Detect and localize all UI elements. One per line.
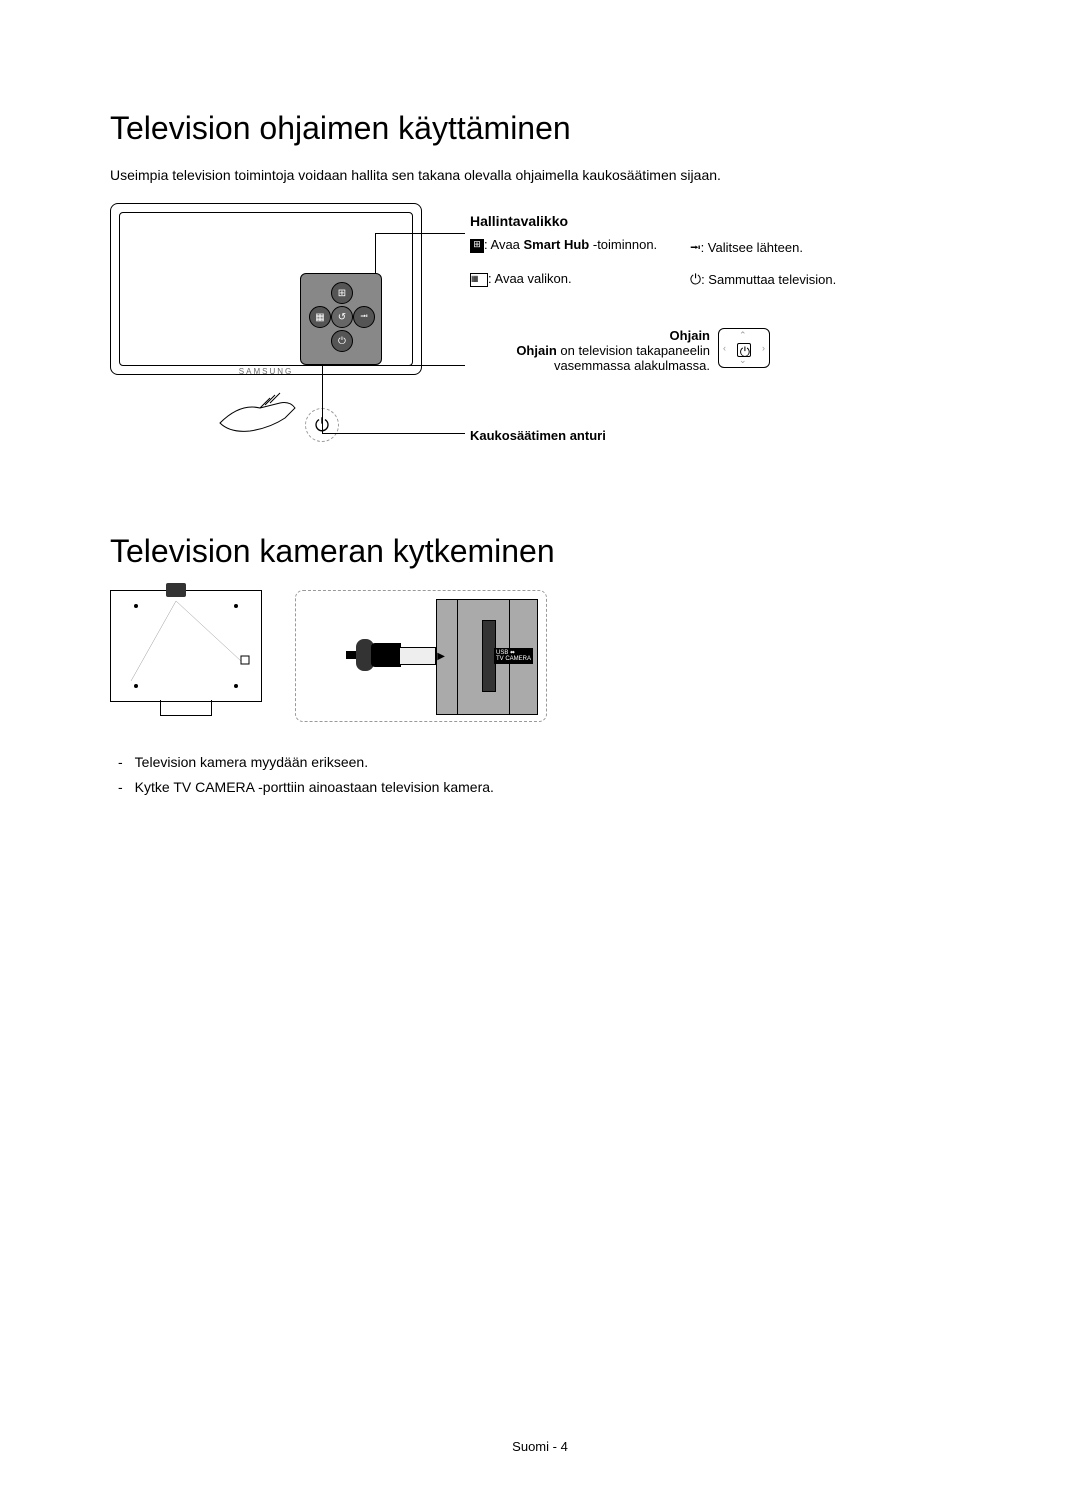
power-icon: ⏻ — [331, 330, 353, 352]
note-1: Television kamera myydään erikseen. — [110, 750, 970, 775]
return-icon: ↺ — [331, 306, 353, 328]
menu-item-menu: ▦: Avaa valikon. — [470, 271, 690, 288]
usb-detail-box: USB ⬌TV CAMERA ▶ — [295, 590, 547, 722]
remote-sensor-label: Kaukosäätimen anturi — [470, 428, 606, 443]
smarthub-icon: ⊞ — [331, 282, 353, 304]
menu-item-smarthub: ⊞: Avaa Smart Hub -toiminnon. — [470, 237, 690, 261]
controller-mini-icon: ⌃ ‹ ⏻ › ⌄ — [718, 328, 770, 368]
tv-back-outline — [110, 590, 262, 702]
page-footer: Suomi - 4 — [0, 1439, 1080, 1454]
note-2: Kytke TV CAMERA -porttiin ainoastaan tel… — [110, 775, 970, 800]
control-pad: ⊞ ▦ ↺ ⭲ ⏻ — [300, 273, 382, 365]
page-title: Television ohjaimen käyttäminen — [110, 110, 970, 147]
menu-item-power: ⏻: Sammuttaa television. — [690, 271, 890, 288]
intro-text: Useimpia television toimintoja voidaan h… — [110, 167, 970, 183]
usb-plug: ▶ — [399, 647, 436, 665]
notes-list: Television kamera myydään erikseen. Kytk… — [110, 750, 970, 800]
usb-cable: ▶ — [346, 639, 436, 669]
menu-icon: ▦ — [309, 306, 331, 328]
controller-callout: Ohjain Ohjain on television takapaneelin… — [470, 328, 970, 373]
usb-port-label: USB ⬌TV CAMERA — [494, 648, 533, 664]
usb-panel: USB ⬌TV CAMERA — [436, 599, 538, 715]
source-icon: ⭲ — [353, 306, 375, 328]
hand-illustration — [210, 383, 310, 443]
section2-title: Television kameran kytkeminen — [110, 533, 970, 570]
brand-label: SAMSUNG — [239, 367, 293, 376]
menu-title: Hallintavalikko — [470, 213, 970, 229]
menu-callout: Hallintavalikko ⊞: Avaa Smart Hub -toimi… — [470, 213, 970, 298]
camera-diagram: USB ⬌TV CAMERA ▶ — [110, 590, 970, 730]
menu-item-source: ⭲: Valitsee lähteen. — [690, 237, 890, 261]
controller-diagram: SAMSUNG ⊞ ▦ ↺ ⭲ ⏻ ⏻ Hallintavalikko ⊞: A… — [110, 203, 970, 483]
